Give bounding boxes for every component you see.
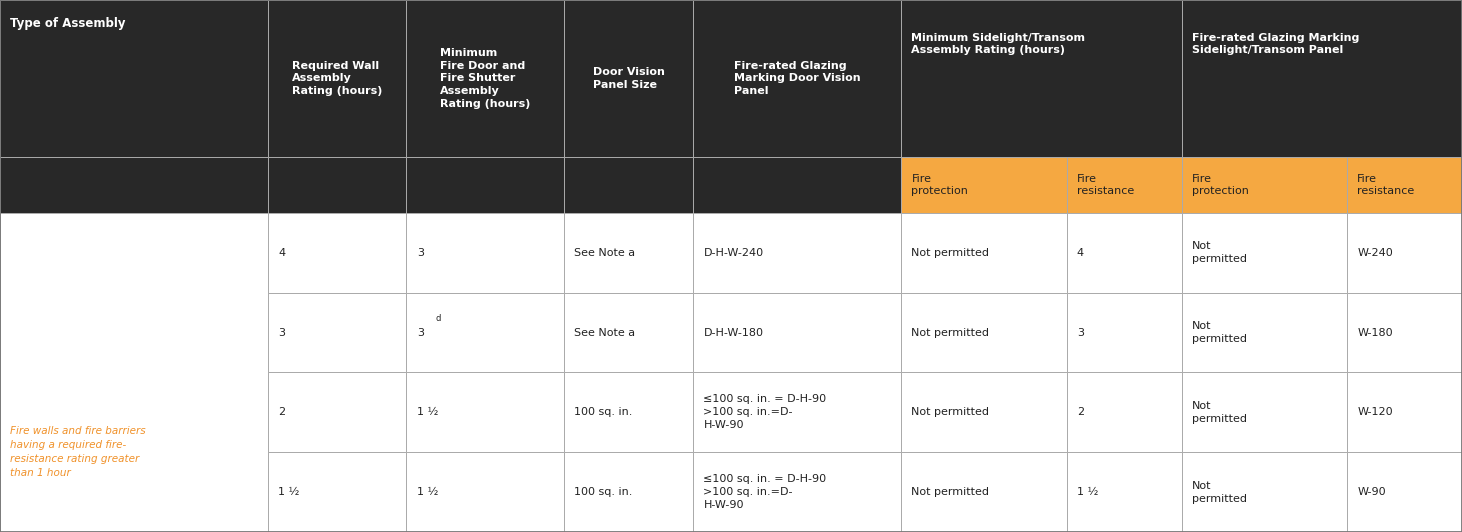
Text: 4: 4 xyxy=(278,248,285,257)
Text: See Note a: See Note a xyxy=(575,248,636,257)
Text: ≤100 sq. in. = D-H-90
>100 sq. in.=D-
H-W-90: ≤100 sq. in. = D-H-90 >100 sq. in.=D- H-… xyxy=(703,395,826,430)
Bar xyxy=(564,157,693,213)
Bar xyxy=(406,293,564,372)
Bar xyxy=(1347,213,1462,293)
Text: 100 sq. in.: 100 sq. in. xyxy=(575,487,633,497)
Bar xyxy=(693,157,901,213)
Bar xyxy=(564,293,693,372)
Bar xyxy=(901,213,1067,293)
Bar xyxy=(564,213,693,293)
Bar xyxy=(1067,157,1181,213)
Bar xyxy=(0,157,268,213)
Bar xyxy=(1347,372,1462,452)
Text: d: d xyxy=(436,314,442,322)
Text: 4: 4 xyxy=(1077,248,1083,257)
Bar xyxy=(406,452,564,532)
Text: Not permitted: Not permitted xyxy=(911,248,990,257)
Bar xyxy=(406,0,564,157)
Text: Fire
protection: Fire protection xyxy=(1192,173,1249,196)
Text: 1 ½: 1 ½ xyxy=(278,487,300,497)
Text: 1 ½: 1 ½ xyxy=(1077,487,1098,497)
Text: D-H-W-240: D-H-W-240 xyxy=(703,248,763,257)
Bar xyxy=(406,372,564,452)
Text: 1 ½: 1 ½ xyxy=(417,487,439,497)
Bar xyxy=(0,0,268,157)
Text: 3: 3 xyxy=(417,248,424,257)
Bar xyxy=(901,372,1067,452)
Text: Not
permitted: Not permitted xyxy=(1192,481,1247,503)
Bar xyxy=(1067,293,1181,372)
Text: Fire
protection: Fire protection xyxy=(911,173,968,196)
Bar xyxy=(1181,157,1347,213)
Bar xyxy=(693,213,901,293)
Bar xyxy=(564,452,693,532)
Text: 1 ½: 1 ½ xyxy=(417,408,439,417)
Bar xyxy=(268,293,406,372)
Bar xyxy=(564,0,693,157)
Bar xyxy=(1181,293,1347,372)
Bar xyxy=(693,0,901,157)
Text: Fire
resistance: Fire resistance xyxy=(1357,173,1414,196)
Text: See Note a: See Note a xyxy=(575,328,636,337)
Bar xyxy=(693,293,901,372)
Text: 100 sq. in.: 100 sq. in. xyxy=(575,408,633,417)
Text: Fire-rated Glazing
Marking Door Vision
Panel: Fire-rated Glazing Marking Door Vision P… xyxy=(734,61,861,96)
Text: W-180: W-180 xyxy=(1357,328,1393,337)
Text: Fire
resistance: Fire resistance xyxy=(1077,173,1135,196)
Bar xyxy=(1347,157,1462,213)
Text: 2: 2 xyxy=(278,408,285,417)
Bar xyxy=(693,372,901,452)
Bar xyxy=(1067,372,1181,452)
Bar xyxy=(1181,0,1462,157)
Bar xyxy=(1347,452,1462,532)
Bar xyxy=(1347,293,1462,372)
Text: Not permitted: Not permitted xyxy=(911,408,990,417)
Bar xyxy=(901,157,1067,213)
Text: Required Wall
Assembly
Rating (hours): Required Wall Assembly Rating (hours) xyxy=(292,61,383,96)
Text: Not
permitted: Not permitted xyxy=(1192,242,1247,264)
Bar xyxy=(268,213,406,293)
Bar xyxy=(564,372,693,452)
Text: W-120: W-120 xyxy=(1357,408,1393,417)
Text: 3: 3 xyxy=(417,328,424,337)
Text: Not permitted: Not permitted xyxy=(911,487,990,497)
Bar xyxy=(406,157,564,213)
Bar xyxy=(268,452,406,532)
Text: Not permitted: Not permitted xyxy=(911,328,990,337)
Text: ≤100 sq. in. = D-H-90
>100 sq. in.=D-
H-W-90: ≤100 sq. in. = D-H-90 >100 sq. in.=D- H-… xyxy=(703,475,826,510)
Text: 2: 2 xyxy=(1077,408,1083,417)
Bar xyxy=(268,157,406,213)
Bar xyxy=(268,0,406,157)
Bar xyxy=(0,213,268,532)
Bar xyxy=(1067,213,1181,293)
Bar xyxy=(1181,452,1347,532)
Bar xyxy=(693,452,901,532)
Text: W-240: W-240 xyxy=(1357,248,1393,257)
Text: Minimum Sidelight/Transom
Assembly Rating (hours): Minimum Sidelight/Transom Assembly Ratin… xyxy=(911,32,1085,55)
Text: W-90: W-90 xyxy=(1357,487,1386,497)
Bar xyxy=(1181,372,1347,452)
Bar xyxy=(406,213,564,293)
Text: Not
permitted: Not permitted xyxy=(1192,321,1247,344)
Text: Fire walls and fire barriers
having a required fire-
resistance rating greater
t: Fire walls and fire barriers having a re… xyxy=(10,426,146,478)
Bar xyxy=(901,0,1181,157)
Text: D-H-W-180: D-H-W-180 xyxy=(703,328,763,337)
Text: Type of Assembly: Type of Assembly xyxy=(10,17,126,30)
Text: Fire-rated Glazing Marking
Sidelight/Transom Panel: Fire-rated Glazing Marking Sidelight/Tra… xyxy=(1192,32,1360,55)
Bar xyxy=(901,293,1067,372)
Text: Not
permitted: Not permitted xyxy=(1192,401,1247,423)
Bar xyxy=(901,452,1067,532)
Text: 3: 3 xyxy=(1077,328,1083,337)
Text: Minimum
Fire Door and
Fire Shutter
Assembly
Rating (hours): Minimum Fire Door and Fire Shutter Assem… xyxy=(440,48,531,109)
Bar xyxy=(268,372,406,452)
Text: Door Vision
Panel Size: Door Vision Panel Size xyxy=(592,67,665,90)
Text: 3: 3 xyxy=(278,328,285,337)
Bar xyxy=(1181,213,1347,293)
Bar xyxy=(1067,452,1181,532)
